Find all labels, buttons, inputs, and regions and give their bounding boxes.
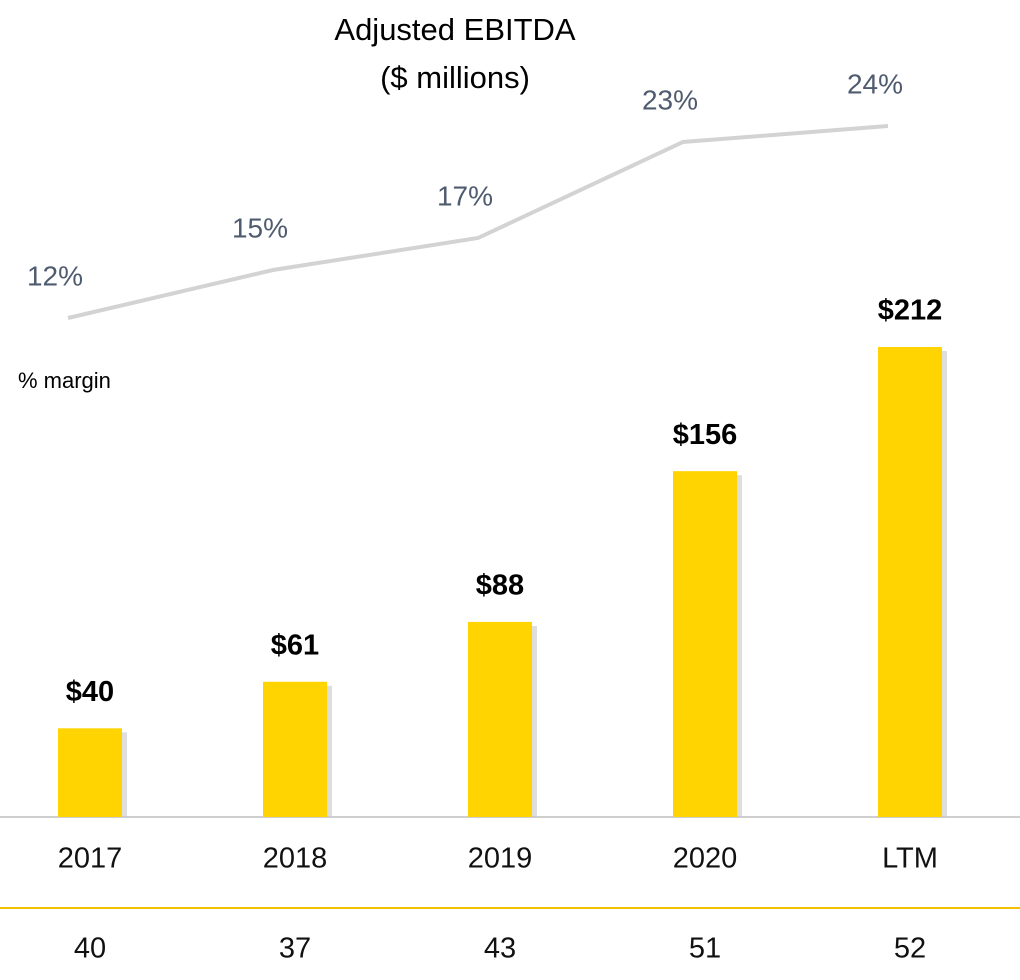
data-label: $212	[878, 295, 943, 327]
data-label: $156	[673, 419, 738, 451]
line	[67, 124, 889, 320]
chart-title: Adjusted EBITDA	[334, 12, 576, 47]
bottom-row-value: 37	[279, 933, 311, 965]
bottom-row-value: 51	[689, 933, 721, 965]
data-label: 12%	[27, 260, 83, 291]
line-series-label: % margin	[18, 368, 111, 393]
data-label: 24%	[847, 68, 903, 99]
data-label: 15%	[232, 212, 288, 243]
bar	[263, 681, 327, 817]
bar	[468, 621, 532, 817]
data-label: $88	[476, 570, 524, 602]
bottom-row-value: 43	[484, 933, 516, 965]
data-label: $61	[271, 629, 319, 661]
bar	[58, 728, 122, 817]
x-tick-label: 2018	[263, 843, 328, 875]
x-tick-label: 2017	[58, 843, 123, 875]
data-label: 17%	[437, 180, 493, 211]
x-tick-label: 2019	[468, 843, 533, 875]
bar	[878, 347, 942, 817]
bar	[673, 471, 737, 817]
x-tick-label: 2020	[673, 843, 738, 875]
data-label: $40	[66, 676, 114, 708]
x-tick-label: LTM	[882, 843, 938, 875]
bottom-row-value: 40	[74, 933, 106, 965]
chart-subtitle: ($ millions)	[380, 60, 530, 95]
bottom-row-value: 52	[894, 933, 926, 965]
data-label: 23%	[642, 84, 698, 115]
